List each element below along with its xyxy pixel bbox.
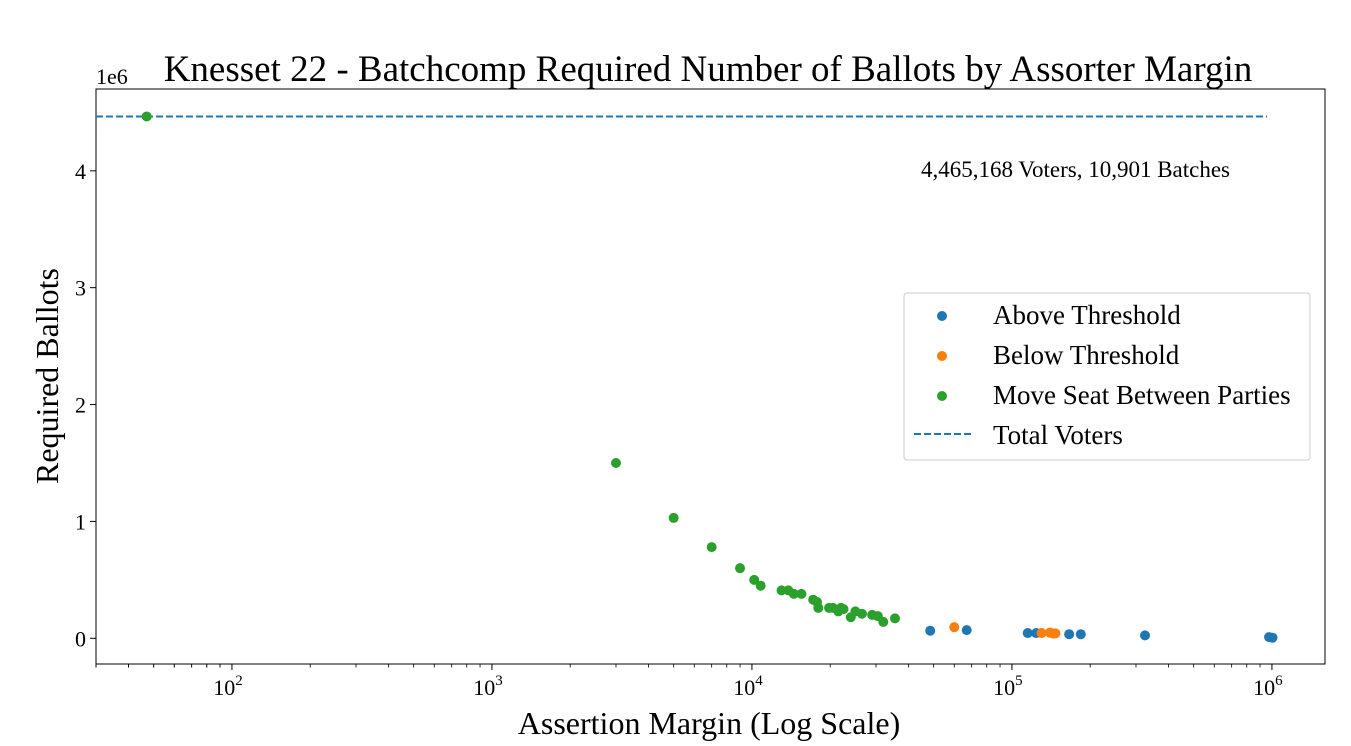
y-tick-label: 3 bbox=[75, 276, 86, 301]
voters-annotation: 4,465,168 Voters, 10,901 Batches bbox=[921, 157, 1230, 182]
point-move-seat-between-parties bbox=[749, 574, 760, 585]
point-above-threshold bbox=[1022, 628, 1033, 639]
legend-label-below-threshold: Below Threshold bbox=[993, 340, 1180, 370]
point-move-seat-between-parties bbox=[856, 608, 867, 619]
y-axis-label: Required Ballots bbox=[29, 268, 65, 484]
x-axis-label: Assertion Margin (Log Scale) bbox=[518, 705, 900, 741]
legend-box bbox=[903, 292, 1311, 461]
axis-ticks: 102 103 104 105 106 0 1 2 3 4 bbox=[75, 159, 1283, 700]
y-offset-text: 1e6 bbox=[96, 64, 128, 89]
legend-marker-above-threshold bbox=[937, 311, 947, 321]
point-move-seat-between-parties bbox=[668, 512, 679, 523]
point-above-threshold bbox=[925, 625, 936, 636]
point-move-seat-between-parties bbox=[838, 604, 849, 615]
y-tick-label: 1 bbox=[75, 509, 86, 534]
point-below-threshold bbox=[1036, 628, 1047, 639]
point-move-seat-between-parties bbox=[735, 563, 746, 574]
y-tick-label: 4 bbox=[75, 159, 86, 184]
legend-label-total-voters: Total Voters bbox=[993, 420, 1123, 450]
point-move-seat-between-parties bbox=[755, 580, 766, 591]
point-move-seat-between-parties bbox=[141, 111, 152, 122]
point-move-seat-between-parties bbox=[796, 588, 807, 599]
legend: Above Threshold Below Threshold Move Sea… bbox=[903, 292, 1311, 461]
point-move-seat-between-parties bbox=[706, 542, 717, 553]
chart-title: Knesset 22 - Batchcomp Required Number o… bbox=[164, 49, 1253, 90]
point-above-threshold bbox=[1267, 632, 1278, 643]
point-above-threshold bbox=[1075, 629, 1086, 640]
legend-label-above-threshold: Above Threshold bbox=[993, 300, 1181, 330]
legend-marker-move-seat bbox=[937, 391, 947, 401]
point-below-threshold bbox=[949, 622, 960, 633]
point-move-seat-between-parties bbox=[813, 602, 824, 613]
data-points bbox=[141, 111, 1278, 643]
y-tick-label: 0 bbox=[75, 626, 86, 651]
point-move-seat-between-parties bbox=[889, 613, 900, 624]
point-above-threshold bbox=[1064, 629, 1075, 640]
point-below-threshold bbox=[1050, 628, 1061, 639]
legend-marker-below-threshold bbox=[937, 351, 947, 361]
x-tick-label: 106 bbox=[1253, 673, 1283, 700]
y-tick-label: 2 bbox=[75, 393, 86, 418]
point-move-seat-between-parties bbox=[610, 457, 621, 468]
x-tick-label: 105 bbox=[993, 673, 1023, 700]
x-tick-label: 104 bbox=[733, 673, 763, 700]
x-tick-label: 102 bbox=[213, 673, 243, 700]
point-move-seat-between-parties bbox=[878, 616, 889, 627]
point-above-threshold bbox=[1140, 630, 1151, 641]
legend-label-move-seat: Move Seat Between Parties bbox=[993, 380, 1291, 410]
point-move-seat-between-parties bbox=[788, 588, 799, 599]
x-tick-label: 103 bbox=[473, 673, 503, 700]
point-above-threshold bbox=[961, 625, 972, 636]
